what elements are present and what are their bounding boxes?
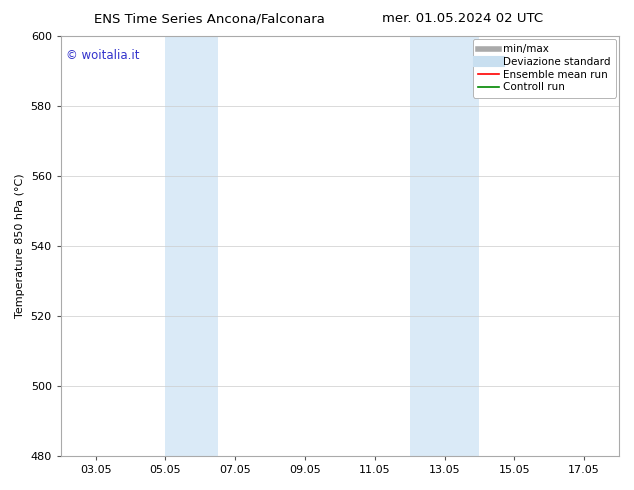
- Bar: [410, 36, 479, 456]
- Y-axis label: Temperature 850 hPa (°C): Temperature 850 hPa (°C): [15, 174, 25, 318]
- Bar: [165, 36, 218, 456]
- Text: © woitalia.it: © woitalia.it: [67, 49, 140, 62]
- Legend: min/max, Deviazione standard, Ensemble mean run, Controll run: min/max, Deviazione standard, Ensemble m…: [473, 39, 616, 98]
- Text: mer. 01.05.2024 02 UTC: mer. 01.05.2024 02 UTC: [382, 12, 543, 25]
- Text: ENS Time Series Ancona/Falconara: ENS Time Series Ancona/Falconara: [94, 12, 325, 25]
